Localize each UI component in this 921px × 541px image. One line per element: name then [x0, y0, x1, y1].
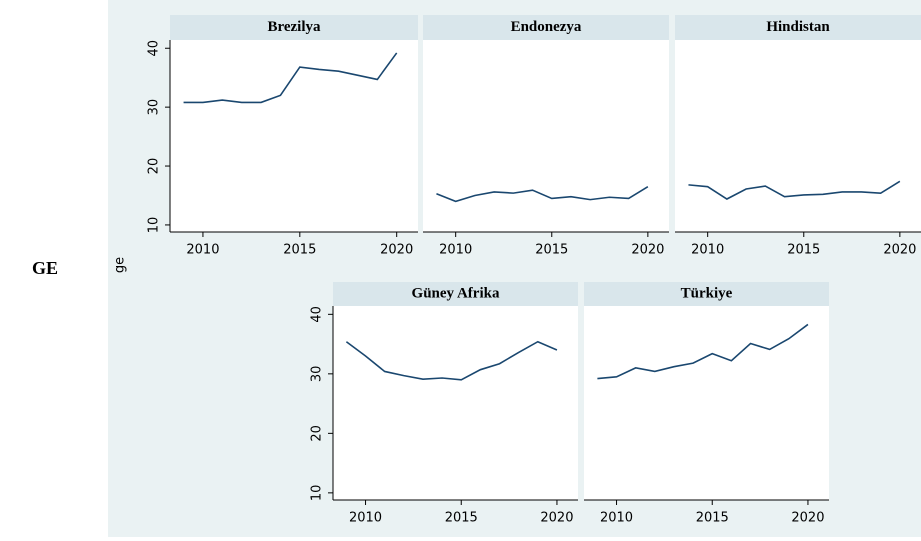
y-tick-label: 20	[310, 425, 325, 442]
y-tick-label: 40	[147, 40, 162, 57]
plot-area	[675, 40, 921, 232]
x-tick-label: 2015	[535, 243, 568, 258]
panel-header	[333, 282, 578, 306]
row-label: GE	[32, 258, 58, 278]
series-line	[597, 323, 809, 380]
series-line	[688, 180, 901, 200]
plot-area	[170, 40, 418, 232]
panel-title: Güney Afrika	[412, 285, 500, 301]
x-tick-label: 2015	[445, 511, 478, 526]
y-axis-label: ge	[113, 257, 128, 273]
y-tick-label: 10	[310, 485, 325, 502]
panel-title: Endonezya	[511, 19, 582, 35]
plot-area	[333, 306, 578, 500]
x-tick-label: 2015	[787, 243, 820, 258]
x-tick-label: 2010	[691, 243, 724, 258]
x-tick-label: 2020	[380, 243, 413, 258]
panel-title: Brezilya	[267, 19, 321, 35]
series-line	[436, 185, 649, 203]
series-line	[183, 52, 398, 104]
y-tick-label: 30	[147, 99, 162, 116]
x-tick-label: 2015	[696, 511, 729, 526]
panel-header	[584, 282, 829, 306]
panel-header	[170, 15, 418, 40]
y-tick-label: 20	[147, 158, 162, 175]
x-tick-label: 2010	[349, 511, 382, 526]
panel-title: Türkiye	[681, 285, 733, 301]
y-tick-label: 40	[310, 306, 325, 323]
x-tick-label: 2010	[439, 243, 472, 258]
y-tick-label: 10	[147, 217, 162, 234]
plot-area	[423, 40, 669, 232]
x-tick-label: 2020	[883, 243, 916, 258]
x-tick-label: 2020	[791, 511, 824, 526]
series-line	[345, 340, 558, 381]
x-tick-label: 2010	[600, 511, 633, 526]
x-tick-label: 2020	[540, 511, 573, 526]
y-tick-label: 30	[310, 366, 325, 383]
panel-header	[423, 15, 669, 40]
panel-header	[675, 15, 921, 40]
x-tick-label: 2010	[186, 243, 219, 258]
plot-area	[584, 306, 829, 500]
x-tick-label: 2015	[283, 243, 316, 258]
panel-title: Hindistan	[766, 19, 830, 35]
x-tick-label: 2020	[631, 243, 664, 258]
